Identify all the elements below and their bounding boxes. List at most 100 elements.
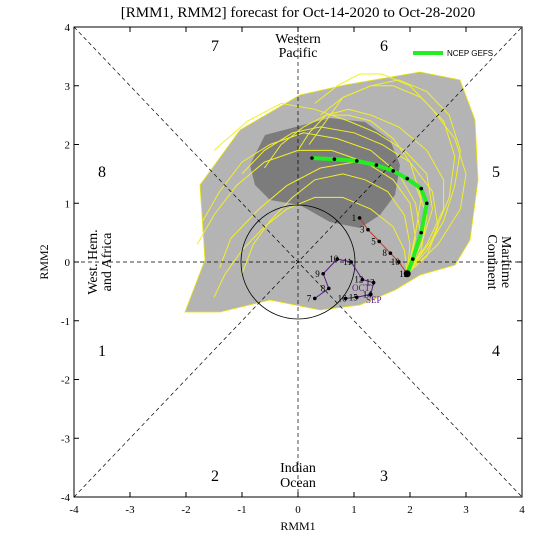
ensemble-member-line xyxy=(241,126,439,275)
inner-spread-region xyxy=(250,118,400,228)
observed-line-oct xyxy=(359,217,408,275)
observed-day-label: 16 xyxy=(338,293,348,303)
legend: NCEP GEFS xyxy=(413,49,493,58)
observed-day-label: 10 xyxy=(329,254,339,264)
y-axis-label: RMM2 xyxy=(37,244,51,279)
observed-point xyxy=(366,227,370,232)
ensemble-mean-point xyxy=(355,159,359,163)
oct-annotation: OCT xyxy=(352,283,371,293)
ensemble-member-line xyxy=(241,173,411,274)
x-ticks: -4 -3 -2 -1 0 1 2 3 4 xyxy=(69,27,525,516)
chart-title: [RMM1, RMM2] forecast for Oct-14-2020 to… xyxy=(121,5,476,21)
observed-point xyxy=(371,280,376,285)
region-left-line2: and Africa xyxy=(100,232,115,291)
ensemble-mean-point xyxy=(411,257,415,261)
phase-label-7: 7 xyxy=(211,38,219,55)
ensemble-member-line xyxy=(213,196,408,298)
observed-day-label: 10 xyxy=(391,257,401,267)
ensemble-mean-point xyxy=(425,201,429,206)
region-bottom-line2: Ocean xyxy=(280,476,316,491)
observed-day-label: 8 xyxy=(382,248,387,258)
y-tick-label: -3 xyxy=(61,433,71,445)
observed-point xyxy=(355,295,359,300)
region-left-line1: West. Hem. xyxy=(86,229,101,294)
x-tick-label: 2 xyxy=(407,504,413,516)
observed-point xyxy=(369,292,373,297)
phase-label-1: 1 xyxy=(98,343,106,360)
observed-day-label: 13 xyxy=(366,278,376,288)
y-tick-label: 0 xyxy=(65,257,71,269)
ensemble-mean-point xyxy=(419,230,424,235)
x-tick-label: 3 xyxy=(463,504,469,516)
y-tick-label: 1 xyxy=(65,198,71,210)
observed-point xyxy=(327,286,331,291)
y-tick-label: -1 xyxy=(61,316,70,328)
y-tick-label: -4 xyxy=(61,492,71,504)
y-tick-label: 4 xyxy=(65,22,71,34)
y-tick-label: 2 xyxy=(65,140,71,152)
region-top-line1: Western xyxy=(275,32,321,47)
ensemble-mean-point xyxy=(405,176,410,181)
x-tick-label: -4 xyxy=(69,504,79,516)
x-tick-label: 4 xyxy=(519,504,525,516)
ensemble-mean xyxy=(310,156,429,278)
x-tick-label: -2 xyxy=(181,504,190,516)
x-tick-label: 0 xyxy=(295,504,301,516)
ensemble-member-line xyxy=(297,108,445,275)
ensemble-mean-point xyxy=(310,156,314,160)
ensemble-mean-point xyxy=(419,186,424,191)
ensemble-member-line xyxy=(314,73,467,275)
x-tick-label: 1 xyxy=(351,504,357,516)
y-tick-label: -2 xyxy=(61,375,70,387)
ensemble-member-line xyxy=(202,132,422,274)
region-right-line2: Continent xyxy=(484,234,499,289)
observed-point xyxy=(335,257,340,261)
observed-point xyxy=(343,296,348,301)
region-bottom-line1: Indian xyxy=(280,461,316,476)
ensemble-member-line xyxy=(196,149,417,274)
ensemble-member-line xyxy=(213,102,433,275)
phase-label-6: 6 xyxy=(380,38,388,55)
observed-point xyxy=(397,260,401,264)
x-tick-label: -1 xyxy=(237,504,246,516)
phase-label-2: 2 xyxy=(211,468,219,485)
observed-point xyxy=(357,216,362,220)
ensemble-member-line xyxy=(263,114,422,274)
phase-label-3: 3 xyxy=(380,468,388,485)
phase-label-8: 8 xyxy=(98,164,106,181)
x-axis-label: RMM1 xyxy=(280,519,315,533)
observed-day-label: 11 xyxy=(343,257,352,267)
observed-day-label: 7 xyxy=(307,293,312,303)
observed-point xyxy=(388,251,393,255)
observed-point xyxy=(360,277,365,282)
observed-day-label: 8 xyxy=(321,283,326,293)
ensemble-mean-point xyxy=(332,157,337,161)
x-tick-label: -3 xyxy=(125,504,135,516)
observed-day-label: 5 xyxy=(371,236,376,246)
observed-day-label: 1 xyxy=(352,213,357,223)
sep-annotation: SEP xyxy=(366,295,382,305)
phase-label-4: 4 xyxy=(492,343,500,360)
observed-day-label: 15 xyxy=(349,292,359,302)
phase-label-5: 5 xyxy=(492,164,500,181)
region-right-line1: Maritime xyxy=(498,236,513,288)
observed-day-label: 14 xyxy=(363,289,373,299)
ensemble-members xyxy=(196,73,467,298)
observed-point xyxy=(313,296,317,301)
plot-area xyxy=(184,71,479,313)
unit-circle xyxy=(240,204,356,320)
observed-day-label: 12 xyxy=(354,275,363,285)
ensemble-mean-point xyxy=(374,163,379,167)
observed-point xyxy=(349,260,354,264)
observed-point xyxy=(321,271,326,276)
observed-day-label: 9 xyxy=(315,269,320,279)
observed-line-sep xyxy=(314,258,375,299)
region-top-line2: Pacific xyxy=(279,46,318,61)
observed-day-label: 3 xyxy=(360,225,365,235)
observed-point xyxy=(377,239,382,244)
ensemble-mean-point xyxy=(391,169,396,173)
legend-label: NCEP GEFS xyxy=(447,49,493,58)
y-tick-label: 3 xyxy=(65,81,71,93)
